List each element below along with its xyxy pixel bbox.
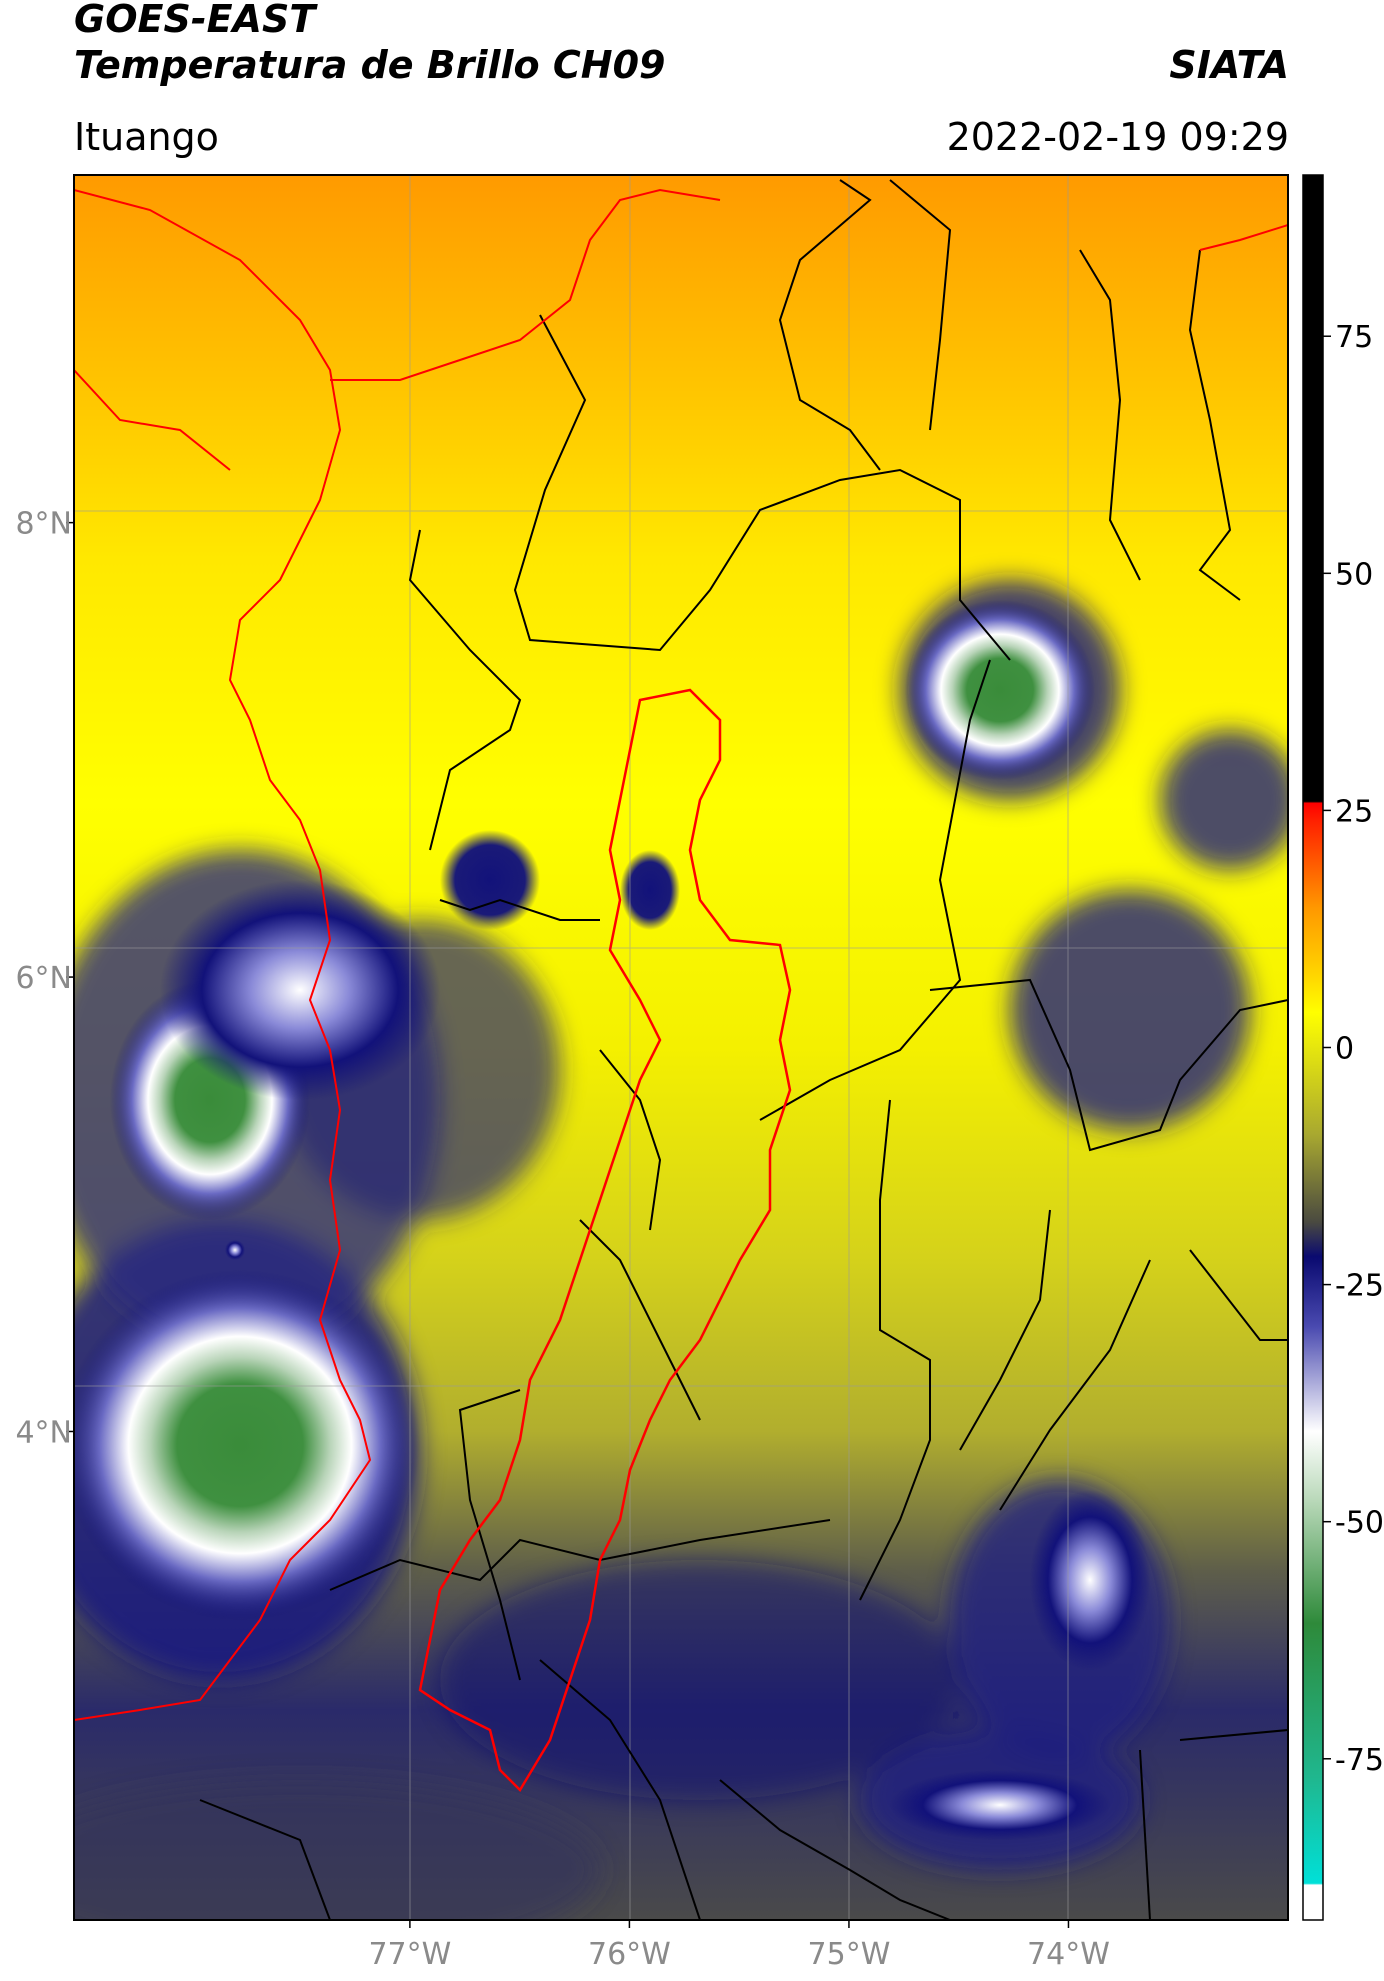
x-tick-label: 75°W	[808, 1937, 891, 1972]
colorbar-tick-label: 50	[1335, 557, 1373, 592]
x-tick-label: 76°W	[588, 1937, 671, 1972]
colorbar-scale	[1302, 174, 1324, 1921]
title-line2: Temperatura de Brillo CH09	[74, 43, 666, 87]
colorbar-tick-label: 25	[1335, 794, 1373, 829]
colorbar: 75 50 25 0 -25 -50 -75	[1302, 174, 1384, 1921]
colorbar-tick-label: 75	[1335, 320, 1373, 355]
y-axis: 8°N 6°N 4°N	[15, 507, 74, 1450]
timestamp-label: 2022-02-19 09:29	[946, 115, 1289, 159]
y-tick-label: 4°N	[15, 1415, 72, 1450]
colorbar-tick-label: -50	[1335, 1506, 1384, 1541]
y-tick-label: 6°N	[15, 961, 72, 996]
x-tick-label: 77°W	[368, 1937, 451, 1972]
y-tick-label: 8°N	[15, 507, 72, 542]
graticule	[74, 175, 1288, 1920]
department-borders	[199, 179, 1288, 1920]
colorbar-tick-label: 0	[1335, 1032, 1354, 1067]
colorbar-tick-label: -25	[1335, 1269, 1384, 1304]
coastline	[74, 188, 1288, 1721]
ituango-outline	[418, 688, 792, 1793]
map-border	[73, 174, 1289, 1921]
title-line1: GOES-EAST	[74, 0, 316, 41]
map-field	[74, 175, 1288, 1920]
location-label: Ituango	[74, 115, 219, 159]
colorbar-tick-label: -75	[1335, 1743, 1384, 1778]
x-axis: 77°W 76°W 75°W 74°W	[368, 1920, 1110, 1972]
x-tick-label: 74°W	[1027, 1937, 1110, 1972]
brand-label: SIATA	[1169, 43, 1289, 87]
